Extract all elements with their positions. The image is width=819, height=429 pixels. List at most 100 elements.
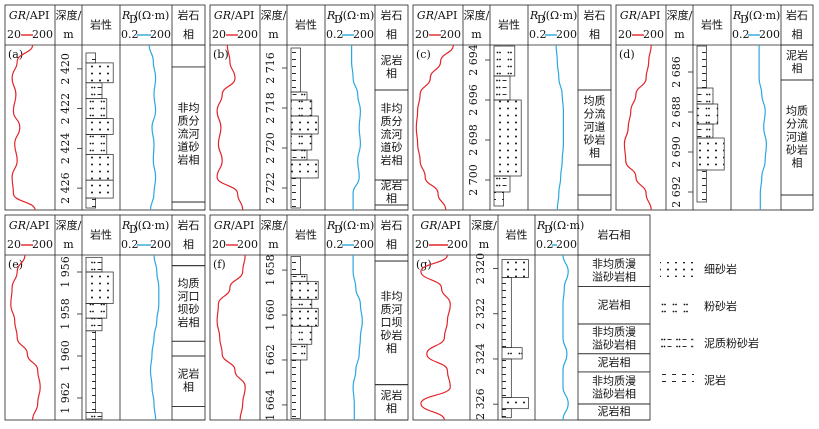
gr-header: GR bbox=[9, 219, 26, 232]
panel-label: (e) bbox=[8, 258, 23, 271]
depth-tick-label: 2 720 bbox=[264, 132, 277, 164]
depth-header: 深度/ bbox=[261, 218, 287, 232]
facies-label: 泥岩相 bbox=[381, 53, 403, 80]
gr-curve bbox=[420, 254, 451, 421]
facies-label: 非均质分流河道砂岩相 bbox=[381, 102, 403, 167]
legend-swatch bbox=[660, 336, 694, 351]
rd-unit: /(Ω·m) bbox=[542, 9, 577, 22]
gr-curve bbox=[10, 254, 41, 421]
depth-tick-label: 2 716 bbox=[264, 52, 277, 84]
gr-unit: /API bbox=[26, 9, 49, 22]
facies-header: 相 bbox=[589, 28, 600, 41]
depth-tick-label: 2 698 bbox=[467, 124, 480, 156]
facies-label: 泥岩相 bbox=[381, 388, 403, 415]
facies-header: 岩石相 bbox=[598, 228, 631, 242]
depth-unit: m bbox=[268, 28, 279, 41]
rd-curve bbox=[562, 254, 569, 421]
depth-tick-label: 2 722 bbox=[264, 172, 277, 204]
lithology-bed bbox=[290, 91, 308, 101]
lithology-bed bbox=[290, 343, 308, 361]
depth-tick-label: 1 662 bbox=[264, 344, 277, 376]
gr-scale-min: 20 bbox=[415, 238, 429, 251]
lithology-bed bbox=[290, 47, 301, 93]
gr-scale-min: 20 bbox=[7, 238, 21, 251]
depth-tick-label: 1 658 bbox=[264, 254, 277, 286]
depth-tick-label: 2 688 bbox=[670, 96, 683, 128]
gr-scale-max: 200 bbox=[447, 238, 468, 251]
depth-tick-label: 1 664 bbox=[264, 389, 277, 421]
rd-scale-min: 0.2 bbox=[732, 28, 750, 41]
rd-sub: D bbox=[129, 13, 138, 26]
rd-header: R bbox=[732, 9, 741, 22]
panel-label: (b) bbox=[213, 48, 229, 61]
lithology-bed bbox=[290, 325, 313, 345]
rd-scale-max: 200 bbox=[150, 238, 171, 251]
depth-tick-label: 2 690 bbox=[670, 136, 683, 168]
facies-label: 泥岩相 bbox=[598, 404, 631, 418]
gr-unit: /API bbox=[438, 219, 461, 232]
depth-tick-label: 2 320 bbox=[474, 253, 487, 285]
lithology-bed bbox=[290, 256, 301, 275]
facies-label: 泥岩相 bbox=[786, 48, 808, 75]
panel-frame bbox=[615, 4, 814, 211]
rd-header: R bbox=[529, 9, 538, 22]
rd-unit: /(Ω·m) bbox=[549, 219, 584, 232]
lithology-bed bbox=[493, 45, 516, 77]
lithology-bed bbox=[85, 317, 103, 332]
gr-curve bbox=[216, 44, 244, 211]
facies-label: 均质河口坝砂岩相 bbox=[178, 277, 200, 329]
rd-curve bbox=[149, 254, 160, 421]
facies-header: 相 bbox=[386, 238, 397, 251]
rd-header: R bbox=[121, 9, 130, 22]
lithology-bed bbox=[493, 191, 504, 207]
gr-curve bbox=[415, 44, 454, 211]
depth-header: 深度/ bbox=[56, 8, 82, 22]
lithology-bed bbox=[696, 169, 707, 203]
lithology-bed bbox=[696, 123, 714, 139]
gr-scale-min: 20 bbox=[618, 28, 632, 41]
gr-scale-max: 200 bbox=[440, 28, 461, 41]
lithology-bed bbox=[501, 408, 512, 419]
legend-swatch bbox=[660, 373, 694, 388]
facies-header: 相 bbox=[386, 28, 397, 41]
lithology-bed bbox=[696, 87, 714, 105]
lithology-bed bbox=[85, 271, 114, 304]
depth-tick-label: 2 700 bbox=[467, 164, 480, 196]
lithology-bed bbox=[696, 45, 707, 89]
rd-sub: D bbox=[334, 13, 343, 26]
panel-frame bbox=[209, 214, 409, 421]
depth-tick-label: 1 958 bbox=[59, 298, 72, 330]
lithology-header: 岩性 bbox=[498, 18, 520, 32]
depth-unit: m bbox=[674, 28, 685, 41]
depth-unit: m bbox=[471, 28, 482, 41]
rd-curve bbox=[148, 44, 157, 211]
gr-curve bbox=[216, 254, 246, 421]
lithology-bed bbox=[290, 307, 319, 327]
depth-unit: m bbox=[63, 28, 74, 41]
lithology-bed bbox=[85, 330, 96, 414]
gr-header: GR bbox=[620, 9, 637, 22]
rd-header: R bbox=[536, 219, 545, 232]
lithology-bed bbox=[290, 99, 313, 117]
depth-header: 深度/ bbox=[464, 8, 490, 22]
facies-header: 岩石 bbox=[786, 8, 808, 22]
facies-header: 相 bbox=[183, 238, 194, 251]
gr-scale-max: 200 bbox=[32, 28, 53, 41]
panel-frame bbox=[412, 4, 612, 211]
depth-header: 深度/ bbox=[261, 8, 287, 22]
lithology-header: 岩性 bbox=[90, 228, 112, 242]
lithology-bed bbox=[85, 153, 114, 181]
lithology-bed bbox=[696, 103, 719, 125]
facies-label: 非均质漫溢砂岩相 bbox=[592, 324, 636, 351]
rd-scale-min: 0.2 bbox=[326, 238, 344, 251]
lithology-bed bbox=[493, 99, 522, 177]
lithology-header: 岩性 bbox=[295, 228, 317, 242]
facies-label: 泥岩相 bbox=[598, 355, 631, 369]
depth-tick-label: 2 422 bbox=[59, 93, 72, 125]
facies-header: 岩石 bbox=[381, 8, 403, 22]
depth-tick-label: 2 426 bbox=[59, 172, 72, 204]
lithology-bed bbox=[85, 303, 108, 319]
rd-header: R bbox=[326, 219, 335, 232]
